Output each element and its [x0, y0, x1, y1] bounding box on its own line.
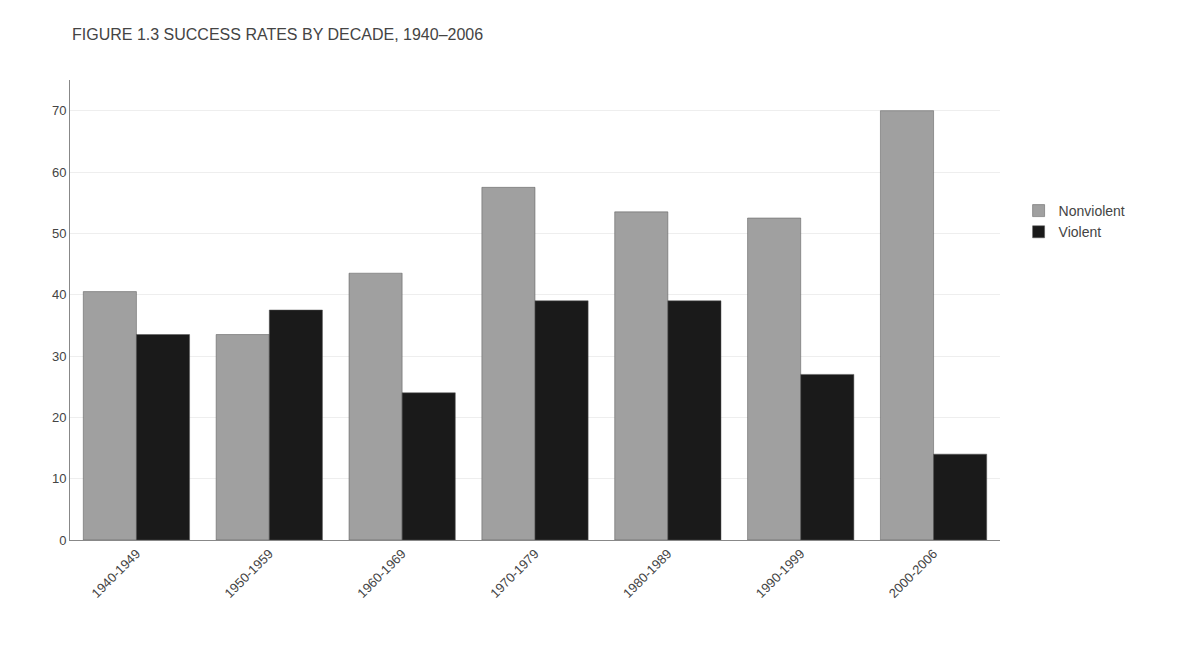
- svg-text:Nonviolent: Nonviolent: [1059, 203, 1125, 219]
- svg-text:70: 70: [52, 103, 66, 118]
- svg-text:1940-1949: 1940-1949: [89, 546, 144, 601]
- svg-text:FIGURE 1.3 SUCCESS RATES BY DE: FIGURE 1.3 SUCCESS RATES BY DECADE, 1940…: [72, 26, 483, 43]
- svg-text:Violent: Violent: [1059, 224, 1102, 240]
- svg-text:1960-1969: 1960-1969: [354, 546, 409, 601]
- svg-text:60: 60: [52, 165, 66, 180]
- svg-text:40: 40: [52, 287, 66, 302]
- svg-text:1950-1959: 1950-1959: [221, 546, 276, 601]
- svg-text:50: 50: [52, 226, 66, 241]
- svg-text:20: 20: [52, 410, 66, 425]
- svg-text:0: 0: [59, 533, 66, 548]
- svg-text:2000-2006: 2000-2006: [886, 546, 941, 601]
- svg-text:1980-1989: 1980-1989: [620, 546, 675, 601]
- svg-text:1970-1979: 1970-1979: [487, 546, 542, 601]
- svg-text:30: 30: [52, 349, 66, 364]
- svg-text:1990-1999: 1990-1999: [753, 546, 808, 601]
- svg-text:10: 10: [52, 471, 66, 486]
